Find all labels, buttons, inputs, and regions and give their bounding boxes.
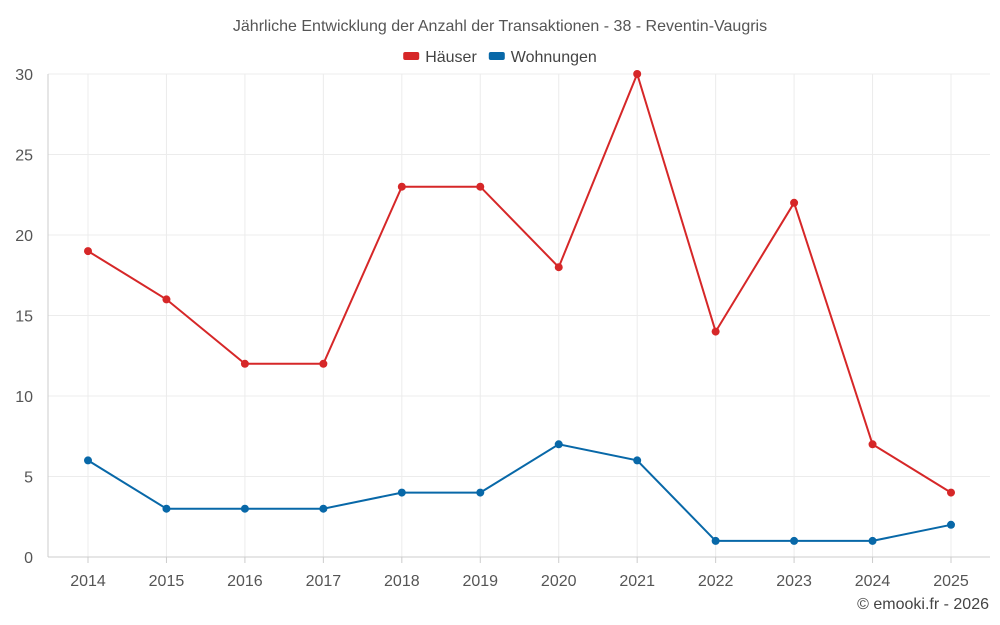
data-point[interactable] bbox=[476, 182, 485, 191]
y-tick-label: 10 bbox=[15, 389, 33, 406]
data-point[interactable] bbox=[633, 456, 642, 465]
x-tick-label: 2024 bbox=[855, 573, 891, 590]
y-tick-label: 15 bbox=[15, 309, 33, 326]
data-point[interactable] bbox=[868, 536, 877, 545]
data-point[interactable] bbox=[711, 536, 720, 545]
chart-title: Jährliche Entwicklung der Anzahl der Tra… bbox=[233, 18, 767, 35]
legend-swatch bbox=[403, 52, 420, 60]
y-tick-label: 30 bbox=[15, 67, 33, 84]
data-point[interactable] bbox=[947, 520, 955, 529]
data-point[interactable] bbox=[711, 327, 720, 336]
x-tick-label: 2014 bbox=[70, 573, 106, 590]
grid bbox=[48, 73, 990, 557]
data-point[interactable] bbox=[397, 182, 406, 191]
data-point[interactable] bbox=[476, 488, 485, 497]
x-tick-label: 2021 bbox=[619, 573, 655, 590]
series-wohnungen bbox=[84, 440, 955, 545]
x-tick-label: 2023 bbox=[776, 573, 812, 590]
legend-swatch bbox=[488, 52, 505, 60]
data-point[interactable] bbox=[790, 198, 799, 207]
data-point[interactable] bbox=[240, 359, 249, 368]
y-tick-label: 25 bbox=[15, 148, 33, 165]
data-point[interactable] bbox=[397, 488, 406, 497]
data-point[interactable] bbox=[947, 488, 955, 497]
series-line bbox=[87, 443, 952, 542]
series-haeuser bbox=[84, 70, 955, 497]
copyright-text: © emooki.fr - 2026 bbox=[857, 596, 989, 613]
data-point[interactable] bbox=[790, 536, 799, 545]
data-point[interactable] bbox=[319, 359, 328, 368]
legend: Häuser Wohnungen bbox=[403, 49, 597, 66]
x-tick-label: 2016 bbox=[227, 573, 263, 590]
data-point[interactable] bbox=[868, 440, 877, 449]
x-tick-label: 2020 bbox=[541, 573, 577, 590]
x-tick-label: 2015 bbox=[149, 573, 185, 590]
data-point[interactable] bbox=[84, 456, 92, 465]
data-point[interactable] bbox=[162, 295, 171, 304]
series-layer bbox=[84, 70, 955, 545]
x-tick-label: 2025 bbox=[933, 573, 969, 590]
x-tick-label: 2017 bbox=[306, 573, 342, 590]
y-tick-label: 5 bbox=[24, 470, 33, 487]
legend-label: Häuser bbox=[425, 49, 477, 66]
y-tick-label: 0 bbox=[24, 550, 33, 567]
x-tick-label: 2018 bbox=[384, 573, 420, 590]
data-point[interactable] bbox=[633, 70, 642, 78]
data-point[interactable] bbox=[162, 504, 171, 513]
series-line bbox=[87, 71, 952, 494]
data-point[interactable] bbox=[84, 247, 92, 256]
data-point[interactable] bbox=[554, 263, 563, 272]
x-tick-label: 2019 bbox=[462, 573, 498, 590]
data-point[interactable] bbox=[240, 504, 249, 513]
x-tick-label: 2022 bbox=[698, 573, 734, 590]
y-tick-label: 20 bbox=[15, 228, 33, 245]
data-point[interactable] bbox=[319, 504, 328, 513]
data-point[interactable] bbox=[554, 440, 563, 449]
legend-label: Wohnungen bbox=[511, 49, 597, 66]
